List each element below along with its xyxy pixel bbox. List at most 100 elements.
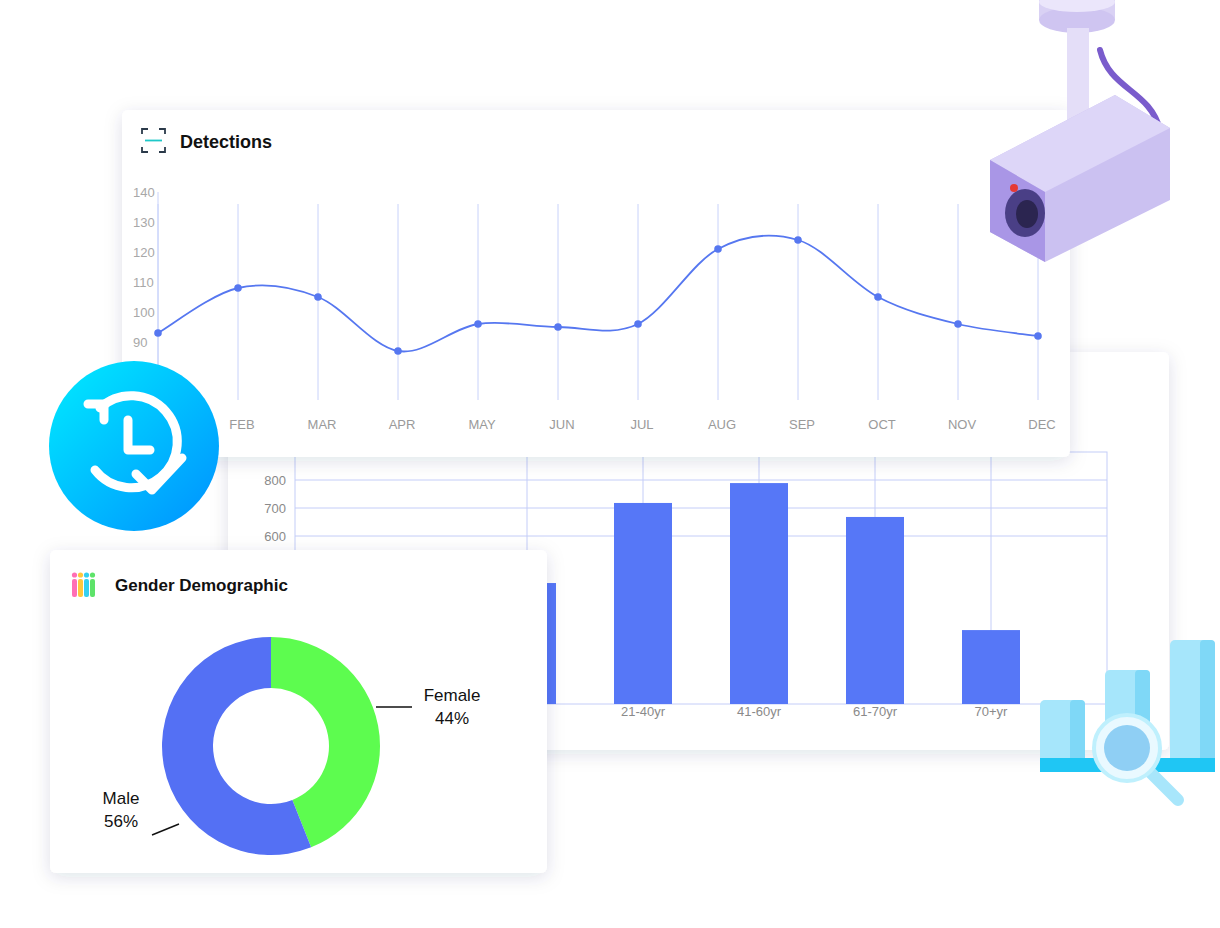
y-tick-label: 800 (264, 473, 286, 488)
bar (730, 483, 788, 704)
icon-handle (1150, 772, 1178, 800)
x-tick-label: JUN (549, 417, 574, 432)
scan-line (145, 140, 162, 142)
icon-lens-ring (1094, 715, 1160, 781)
bar (614, 503, 672, 704)
stage: 600 700 800 21-40yr 41-60yr 61-70yr 70+yr Detec… (0, 0, 1220, 928)
bar (962, 630, 1020, 704)
camera-led (1010, 184, 1018, 192)
camera-illustration (990, 0, 1170, 262)
marker (954, 320, 962, 328)
grid-line-x (318, 204, 319, 400)
scan-icon (142, 129, 165, 152)
person-body (78, 579, 83, 597)
slice-label: Male (103, 789, 140, 808)
y-tick-label: 600 (264, 529, 286, 544)
x-tick-label: 61-70yr (853, 704, 898, 719)
x-tick-label: OCT (868, 417, 896, 432)
marker (234, 284, 242, 292)
x-tick-label: SEP (789, 417, 815, 432)
bar (846, 517, 904, 704)
chart-title: Gender Demographic (115, 576, 288, 595)
y-tick-label: 700 (264, 501, 286, 516)
leader-line (376, 706, 412, 707)
marker (714, 245, 722, 253)
icon-bar (1170, 640, 1215, 770)
y-tick-label: 130 (133, 215, 155, 230)
x-tick-label: 41-60yr (737, 704, 782, 719)
slice (162, 637, 311, 855)
clock-check (136, 458, 182, 490)
x-tick-label: APR (389, 417, 416, 432)
card (122, 110, 1070, 457)
line-series (154, 236, 1042, 355)
marker (1034, 332, 1042, 340)
x-tick-label: FEB (229, 417, 254, 432)
scan-corners (142, 129, 165, 152)
chart-title: Detections (180, 132, 272, 152)
grid-line-x (798, 204, 799, 400)
camera-body (990, 95, 1170, 262)
person-body (84, 579, 89, 597)
marker (314, 293, 322, 301)
person-body (72, 579, 77, 597)
analytics-icon (1040, 640, 1215, 800)
grid-line-x (958, 204, 959, 400)
x-tick-label: MAR (308, 417, 337, 432)
x-tick-label: AUG (708, 417, 736, 432)
person-head (78, 572, 83, 577)
people-icon (72, 572, 95, 597)
x-tick-label: NOV (948, 417, 977, 432)
x-tick-label: 21-40yr (621, 704, 666, 719)
marker (794, 236, 802, 244)
marker (394, 347, 402, 355)
camera-front (990, 160, 1045, 262)
icon-bar-side (1200, 640, 1215, 770)
person-head (90, 572, 95, 577)
x-tick-label: 70+yr (975, 704, 1009, 719)
camera-mount-top (1039, 0, 1115, 12)
person-body (90, 579, 95, 597)
grid-line-x (638, 204, 639, 400)
grid-line-x (558, 204, 559, 400)
x-tick-label: MAY (468, 417, 496, 432)
grid-line-x (718, 204, 719, 400)
grid-line-x (238, 204, 239, 400)
marker (154, 329, 162, 337)
leader-line (152, 824, 179, 835)
grid-line-x (878, 204, 879, 400)
marker (554, 323, 562, 331)
x-tick-label: JUL (630, 417, 653, 432)
clock-icon (49, 361, 219, 531)
person-head (72, 572, 77, 577)
y-tick-label: 110 (133, 275, 154, 290)
slice-label: Female (424, 686, 481, 705)
card (50, 550, 547, 873)
icon-lens (1104, 725, 1150, 771)
slice-value-label: 44% (435, 709, 469, 728)
detections-card: Detections 90 100 110 120 130 140 FEB MAR APR MAY J… (122, 110, 1070, 457)
line (158, 236, 1038, 352)
grid-line (295, 508, 1107, 509)
x-tick-label: DEC (1028, 417, 1055, 432)
gender-card: Gender Demographic Female 44% Male 56% (50, 550, 547, 873)
marker (474, 320, 482, 328)
y-tick-label: 90 (133, 335, 147, 350)
grid-line-x (478, 204, 479, 400)
bars (498, 483, 1020, 704)
clock-hands (128, 420, 150, 450)
grid-line-x (398, 204, 399, 400)
person-head (84, 572, 89, 577)
camera-lens (1005, 189, 1045, 237)
clock-arrow (88, 404, 104, 420)
grid-line (295, 480, 1107, 481)
slice-value-label: 56% (104, 812, 138, 831)
grid-line (295, 536, 1107, 537)
y-tick-label: 120 (133, 245, 155, 260)
clock-circle (49, 361, 219, 531)
marker (874, 293, 882, 301)
marker (634, 320, 642, 328)
camera-lens-inner (1016, 200, 1038, 228)
y-tick-label: 100 (133, 305, 155, 320)
y-tick-label: 140 (133, 185, 155, 200)
